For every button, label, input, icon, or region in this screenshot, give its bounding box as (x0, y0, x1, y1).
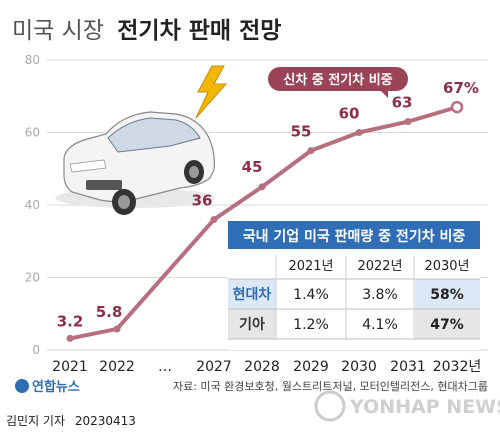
table-row-name-cell (228, 309, 276, 339)
y-tick-label: 40 (25, 198, 40, 212)
data-label: 45 (242, 158, 263, 176)
table-column-header: 2030년 (424, 259, 469, 274)
yonhap-logo: 연합뉴스 (15, 379, 80, 395)
data-label: 55 (291, 123, 312, 141)
data-label: 67% (443, 79, 479, 97)
y-tick-label: 80 (25, 53, 40, 67)
data-point (355, 129, 363, 136)
x-tick-label: 2021 (52, 359, 88, 375)
series-line (69, 105, 458, 341)
page-title: 미국 시장 전기차 판매 전망 (12, 18, 281, 44)
data-point (66, 334, 74, 342)
electric-car-icon (55, 111, 215, 215)
logo-mark-icon (15, 379, 29, 393)
title-normal: 미국 시장 (12, 18, 104, 44)
data-label: 3.2 (57, 312, 84, 330)
legend-pill (268, 67, 408, 91)
x-tick-label: 2022 (99, 359, 135, 375)
x-tick-label: 2030 (341, 359, 377, 375)
watermark-text: YONHAP NEWS (349, 396, 500, 418)
x-tick-label: 2031 (390, 359, 426, 375)
x-tick-label: … (158, 359, 172, 375)
data-point (307, 147, 315, 155)
footer-credit: 김민지 기자 20230413 (6, 414, 136, 428)
data-label: 36 (192, 192, 213, 210)
legend-label: 신차 중 전기차 비중 (283, 72, 392, 88)
y-axis-tick-labels: 0 20 40 60 80 (25, 53, 40, 357)
table-title: 국내 기업 미국 판매량 중 전기차 비중 (243, 228, 466, 245)
series-legend: 신차 중 전기차 비중 (268, 67, 408, 98)
table-cell: 1.4% (293, 287, 329, 303)
title-bold: 전기차 판매 전망 (117, 18, 281, 44)
data-point (404, 118, 412, 126)
table-column-header: 2021년 (288, 259, 333, 274)
data-point (450, 100, 464, 114)
data-point (258, 183, 266, 191)
data-point (113, 325, 121, 333)
data-label: 5.8 (96, 303, 123, 321)
source-note: 자료: 미국 환경보호청, 월스트리트저널, 모터인텔리전스, 현대차그룹 (173, 380, 488, 393)
x-axis-tick-labels: 2021 2022 … 2027 2028 2029 2030 2031 2032년 (52, 359, 481, 375)
watermark-icon (314, 390, 346, 422)
table-cell: 1.2% (293, 317, 329, 333)
watermark: YONHAP NEWS (314, 390, 500, 422)
logo-text: 연합뉴스 (32, 379, 80, 395)
line-series: 3.2 5.8 36 45 55 60 63 67% (57, 79, 479, 342)
x-tick-label: 2029 (293, 359, 329, 375)
table-title-bar (228, 221, 480, 249)
table-row-name: 현대차 (233, 287, 272, 303)
y-tick-label: 20 (25, 271, 40, 285)
table-cell: 4.1% (362, 317, 398, 333)
data-point (210, 216, 218, 223)
legend-pointer (380, 90, 388, 98)
publish-date: 20230413 (75, 414, 136, 428)
table-highlight-cell (415, 309, 480, 339)
table-row-name-cell (228, 279, 276, 309)
x-tick-label: 2032년 (433, 359, 482, 375)
y-tick-label: 60 (25, 126, 40, 140)
table-row-name: 기아 (239, 316, 265, 333)
x-tick-label: 2027 (196, 359, 232, 375)
x-tick-label: 2028 (244, 359, 280, 375)
lightning-bolt-icon (195, 65, 228, 119)
data-label: 63 (392, 94, 413, 112)
y-tick-label: 0 (32, 343, 40, 357)
author-name: 김민지 기자 (6, 414, 65, 428)
table-highlight-cell (415, 279, 480, 309)
table-cell: 47% (430, 317, 464, 333)
table-column-header: 2022년 (357, 259, 402, 274)
table-cell: 58% (430, 287, 464, 303)
table-cell: 3.8% (362, 287, 398, 303)
data-label: 60 (339, 105, 360, 123)
